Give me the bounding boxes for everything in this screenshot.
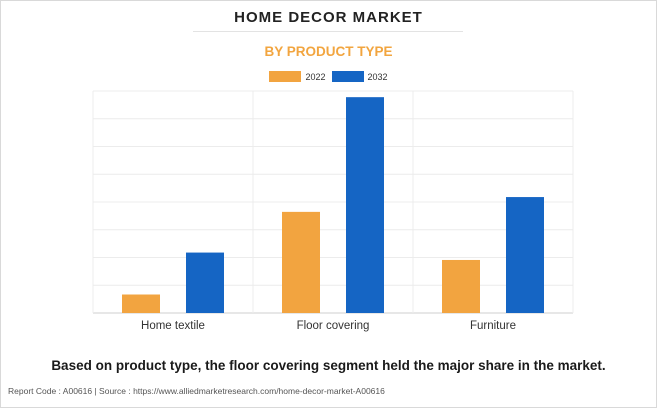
chart-subtitle: BY PRODUCT TYPE xyxy=(264,44,393,59)
x-tick-label-floor-covering: Floor covering xyxy=(297,320,370,332)
legend-item-2032[interactable]: 2032 xyxy=(331,71,388,82)
legend-label-2032: 2032 xyxy=(367,71,388,82)
bar-furniture-2022 xyxy=(442,259,480,313)
bar-furniture-2032 xyxy=(506,197,544,313)
legend-item-2022[interactable]: 2022 xyxy=(269,71,326,82)
bar-home-textile-2022 xyxy=(122,294,160,313)
x-tick-label-furniture: Furniture xyxy=(470,320,516,332)
legend-label-2022: 2022 xyxy=(305,71,326,82)
title-divider xyxy=(193,31,463,32)
bar-home-textile-2032 xyxy=(186,252,224,313)
chart-footnote: Based on product type, the floor coverin… xyxy=(51,358,606,373)
legend-swatch-2022 xyxy=(269,71,302,82)
source-citation: Report Code : A00616 | Source : https://… xyxy=(8,386,385,396)
chart-title: HOME DECOR MARKET xyxy=(234,9,423,26)
bar-floor-covering-2032 xyxy=(346,97,384,314)
chart-legend: 2022 2032 xyxy=(0,71,657,82)
legend-swatch-2032 xyxy=(331,71,364,82)
x-tick-label-home-textile: Home textile xyxy=(141,320,205,332)
bar-floor-covering-2022 xyxy=(282,211,320,313)
